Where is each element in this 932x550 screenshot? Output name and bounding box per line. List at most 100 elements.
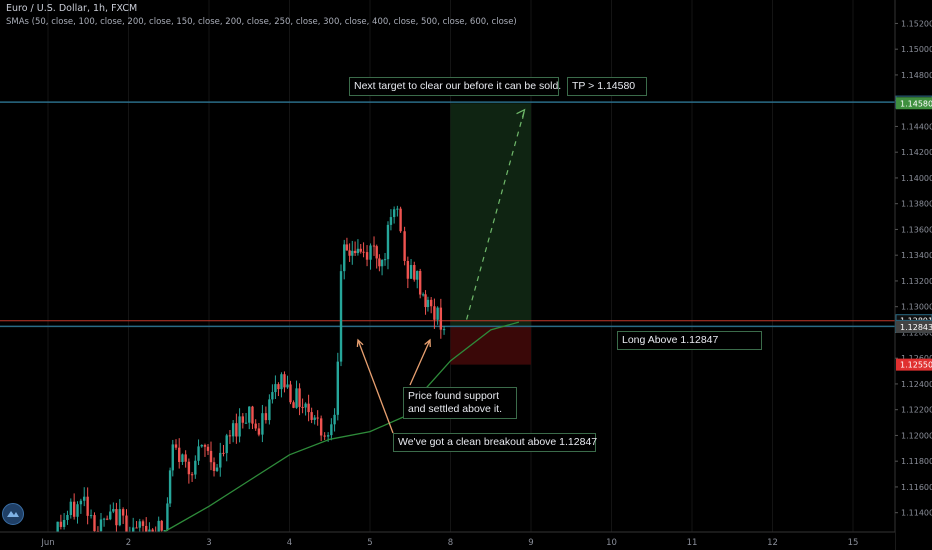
candle: [257, 428, 261, 435]
candle: [141, 521, 145, 526]
candle: [160, 520, 163, 531]
candle: [330, 424, 333, 436]
candle: [145, 525, 148, 532]
candle: [416, 270, 419, 280]
candle: [372, 245, 376, 247]
price-axis-bg: [895, 0, 932, 550]
candle: [383, 259, 387, 261]
candle: [72, 501, 76, 517]
candle: [316, 417, 319, 419]
candle: [339, 271, 343, 362]
price-axis: 1.152001.150001.148001.146001.144001.142…: [894, 0, 932, 550]
candle: [194, 460, 197, 475]
candle: [187, 461, 191, 475]
indicator-legend: SMAs (50, close, 100, close, 200, close,…: [6, 17, 517, 27]
candle: [310, 412, 313, 420]
price-tag-label: 1.14580: [900, 99, 932, 108]
candle: [215, 467, 219, 471]
candle: [178, 447, 181, 462]
candle: [168, 470, 172, 504]
price-tag-label: 1.12843: [900, 323, 932, 332]
candle: [380, 260, 384, 267]
candle: [56, 521, 59, 538]
target-zone: [450, 103, 531, 327]
symbol-title: Euro / U.S. Dollar, 1h, FXCM: [6, 3, 138, 14]
candle: [264, 413, 268, 421]
time-tick-label: 11: [687, 538, 698, 548]
candle: [295, 388, 298, 408]
price-tick-label: 1.12200: [901, 406, 932, 415]
price-tick-label: 1.13400: [901, 251, 932, 260]
time-axis-bg: [0, 532, 895, 550]
candle: [79, 500, 83, 505]
candle: [86, 496, 89, 516]
candle: [62, 519, 66, 527]
support-arrow: [409, 339, 431, 386]
price-tick-label: 1.14200: [901, 148, 932, 157]
candle: [336, 361, 339, 415]
candle: [203, 444, 207, 447]
candle: [212, 462, 216, 471]
logo-icon: [2, 503, 24, 525]
candle: [268, 399, 271, 421]
candle: [319, 418, 323, 436]
candle: [131, 527, 135, 535]
candle: [351, 250, 354, 256]
price-tick-label: 1.12000: [901, 431, 932, 440]
forecast-arrow: [466, 109, 526, 320]
candle: [148, 529, 151, 532]
candle: [399, 208, 402, 232]
candle: [409, 265, 413, 279]
candle: [66, 515, 69, 520]
breakout-arrow-head: [356, 338, 364, 348]
candle: [89, 515, 93, 517]
time-tick-label: 5: [367, 538, 372, 548]
candle: [197, 446, 200, 461]
price-tick-label: 1.14800: [901, 71, 932, 80]
candle: [112, 509, 115, 512]
candle: [442, 329, 446, 331]
candle: [59, 521, 63, 527]
candle: [241, 416, 245, 423]
candle: [424, 294, 427, 308]
sma-line: [163, 321, 520, 533]
candle: [375, 246, 378, 259]
time-tick-label: 9: [528, 538, 533, 548]
candle: [151, 529, 154, 533]
candle: [403, 231, 406, 261]
support-arrow-head: [424, 338, 431, 348]
price-tag: [896, 320, 932, 333]
next-target-note: Next target to clear our before it can b…: [349, 77, 561, 96]
candle: [348, 250, 351, 256]
candle: [138, 521, 141, 528]
time-axis: Jun 2 3 4 5 8 9 10 11 12 15: [0, 531, 895, 550]
candle: [206, 446, 210, 451]
support-note: Price found support and settled above it…: [403, 387, 517, 419]
candle: [225, 435, 228, 454]
time-tick-label: 2: [126, 538, 131, 548]
candle: [93, 515, 96, 532]
stop-zone: [450, 326, 531, 365]
candle: [277, 384, 280, 390]
candle: [105, 518, 109, 520]
candle: [209, 450, 213, 463]
candle: [171, 444, 174, 471]
candle: [413, 265, 416, 280]
candle: [353, 250, 357, 254]
candle: [200, 444, 203, 447]
candle: [292, 402, 295, 408]
candle: [99, 519, 103, 532]
candle: [439, 307, 443, 330]
time-tick-label: 12: [767, 538, 778, 548]
candle: [181, 454, 184, 462]
price-tick-label: 1.12800: [901, 328, 932, 337]
candle: [323, 435, 326, 437]
price-tick-label: 1.13800: [901, 200, 932, 209]
candle: [219, 452, 222, 468]
candle: [286, 384, 289, 388]
candle: [166, 503, 169, 531]
candle: [251, 406, 254, 424]
candle: [429, 299, 433, 307]
